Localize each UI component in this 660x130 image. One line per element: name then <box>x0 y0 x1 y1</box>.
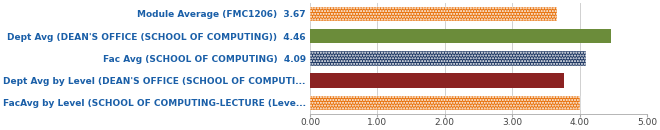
Bar <box>310 7 558 21</box>
Bar <box>310 7 558 21</box>
Bar <box>310 51 586 66</box>
Bar <box>310 51 586 66</box>
Bar <box>310 73 564 88</box>
Bar <box>310 7 558 21</box>
Bar <box>310 96 579 110</box>
Bar <box>310 96 579 110</box>
Bar <box>310 51 586 66</box>
Bar <box>310 96 579 110</box>
Bar <box>310 29 610 43</box>
